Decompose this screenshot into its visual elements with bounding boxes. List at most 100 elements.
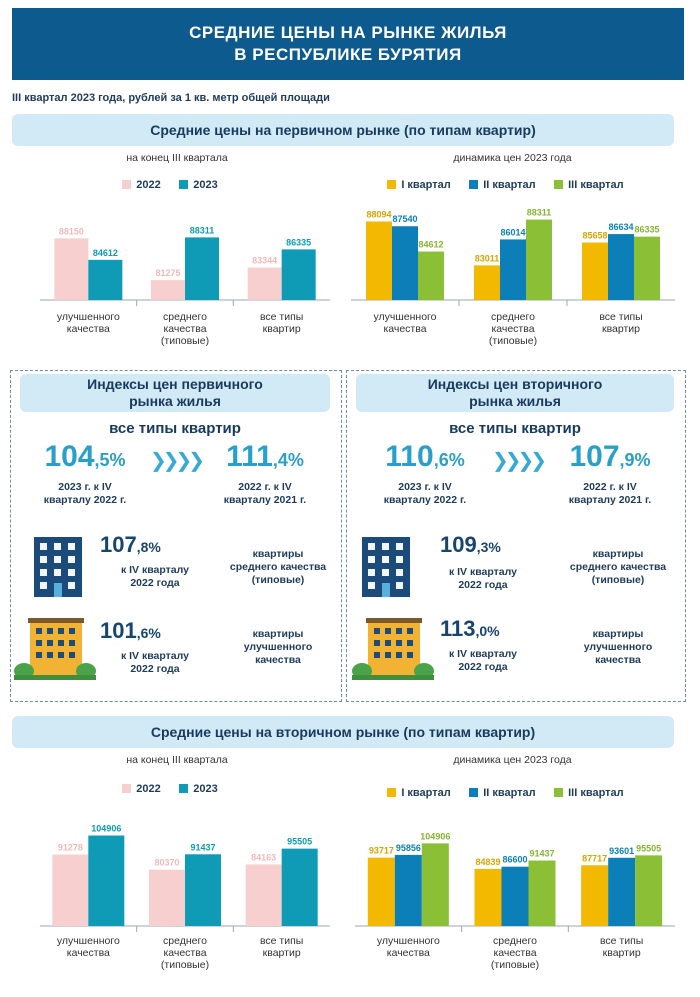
- chart-caption: на конец III квартала: [126, 152, 228, 164]
- category-label: качества: [67, 323, 110, 335]
- chart-legend: I квартал II квартал III квартал: [345, 784, 680, 802]
- legend-swatch: [387, 788, 397, 798]
- chart-caption: динамика цен 2023 года: [453, 152, 572, 164]
- chart-svg: 91278104906улучшенногокачества8037091437…: [40, 824, 330, 971]
- residential-building-icon: [14, 618, 96, 680]
- bar: [634, 236, 660, 300]
- category-label: все типы: [260, 935, 303, 947]
- apartment-type-label: квартиры среднего качества (типовые): [569, 548, 667, 586]
- title-line: Индексы цен вторичного: [427, 376, 603, 392]
- data-label: 84612: [418, 240, 443, 250]
- legend-swatch: [122, 180, 132, 190]
- bar: [528, 860, 556, 926]
- legend-item-q3: III квартал: [554, 179, 624, 191]
- data-label: 86014: [500, 227, 525, 237]
- legend-swatch: [554, 788, 564, 798]
- data-label: 83011: [475, 253, 500, 263]
- category-label: (типовые): [161, 335, 209, 347]
- category-label: среднего: [163, 935, 207, 947]
- legend-item-q3: III квартал: [554, 787, 624, 799]
- category-label: среднего: [491, 311, 535, 323]
- secondary-indices-panel: [346, 370, 686, 702]
- bar: [392, 226, 418, 300]
- category-label: (типовые): [161, 959, 209, 971]
- legend-item-2022: 2022: [122, 783, 161, 795]
- index-caption: к IV кварталу 2022 года: [448, 566, 518, 591]
- chart-svg: 93717 95856104906улучшенногокачества84839…: [355, 831, 675, 971]
- bar: [582, 242, 608, 300]
- apartment-type-label: квартиры улучшенного качества: [583, 628, 653, 666]
- legend-swatch: [122, 784, 132, 794]
- data-label: 84612: [93, 248, 118, 258]
- category-label: квартир: [263, 323, 301, 335]
- page-subtitle: III квартал 2023 года, рублей за 1 кв. м…: [12, 92, 330, 104]
- data-label: 91437: [529, 849, 554, 859]
- apartment-building-icon: [34, 537, 82, 597]
- bar: [88, 835, 125, 926]
- data-label: 81275: [155, 268, 180, 278]
- category-label: все типы: [260, 311, 303, 323]
- category-label: улучшенного: [57, 935, 120, 947]
- bar: [394, 854, 422, 926]
- bar: [474, 265, 500, 300]
- chart-svg: 8815084612улучшенногокачества8127588311с…: [40, 225, 330, 347]
- secondary-section-title: Средние цены на вторичном рынке (по типа…: [12, 716, 674, 748]
- chart-secondary-annual: на конец III квартала 2022 2023 91278 104…: [12, 752, 342, 982]
- bar: [421, 843, 449, 926]
- primary-section-title: Средние цены на первичном рынке (по типа…: [12, 114, 674, 146]
- index-caption: к IV кварталу 2022 года: [120, 650, 190, 675]
- category-label: качества: [163, 947, 206, 959]
- chart-legend: 2022 2023: [12, 780, 342, 798]
- data-label: 93717: [369, 846, 394, 856]
- bar: [54, 238, 89, 300]
- data-label: 86335: [286, 237, 311, 247]
- category-label: качества: [493, 947, 536, 959]
- data-label: 84163: [251, 852, 276, 862]
- data-label: 86634: [608, 222, 633, 232]
- bar: [526, 219, 552, 300]
- category-label: (типовые): [491, 959, 539, 971]
- bar: [245, 864, 282, 926]
- category-label: квартир: [263, 947, 301, 959]
- chart-caption: динамика цен 2023 года: [453, 754, 572, 766]
- index-value: 113,0%: [440, 616, 500, 641]
- header-banner: СРЕДНИЕ ЦЕНЫ НА РЫНКЕ ЖИЛЬЯ В РЕСПУБЛИКЕ…: [12, 8, 684, 80]
- index-value: 109,3%: [440, 532, 501, 557]
- apartment-type-label: квартиры улучшенного качества: [243, 628, 313, 666]
- index-caption: 2022 г. к IV кварталу 2021 г.: [568, 481, 652, 506]
- bar: [581, 865, 609, 926]
- chevrons-icon: ❯❯❯❯: [150, 450, 205, 472]
- data-label: 83344: [252, 256, 277, 266]
- category-label: все типы: [600, 935, 643, 947]
- legend-swatch: [469, 180, 479, 190]
- data-label: 91278: [58, 843, 83, 853]
- index-value: 104,5%: [44, 440, 126, 473]
- header-title-line2: В РЕСПУБЛИКЕ БУРЯТИЯ: [234, 45, 462, 64]
- legend-swatch: [179, 784, 189, 794]
- all-types-label: все типы квартир: [109, 420, 241, 437]
- bar: [151, 280, 185, 300]
- legend-item-q1: I квартал: [387, 179, 451, 191]
- chart-legend: 2022 2023: [12, 176, 342, 194]
- index-caption: 2023 г. к IV кварталу 2022 г.: [43, 481, 127, 506]
- bar: [500, 239, 526, 300]
- bar: [281, 848, 318, 926]
- bar: [52, 854, 89, 926]
- data-label: 95505: [287, 837, 312, 847]
- bar: [149, 869, 185, 926]
- all-types-label: все типы квартир: [449, 420, 581, 437]
- category-label: качества: [491, 323, 534, 335]
- category-label: качества: [67, 947, 110, 959]
- chart-caption: на конец III квартала: [126, 754, 228, 766]
- data-label: 88094: [366, 209, 391, 219]
- bar: [366, 221, 392, 300]
- data-label: 91437: [190, 842, 215, 852]
- primary-indices-title: Индексы цен первичного рынка жилья: [20, 374, 330, 412]
- bar: [247, 267, 282, 300]
- primary-indices-panel: [10, 370, 342, 702]
- category-label: квартир: [602, 323, 640, 335]
- category-label: качества: [383, 323, 426, 335]
- category-label: среднего: [493, 935, 537, 947]
- category-label: улучшенного: [57, 311, 120, 323]
- chart-svg: 88094 8754084612улучшенногокачества830118…: [351, 208, 675, 347]
